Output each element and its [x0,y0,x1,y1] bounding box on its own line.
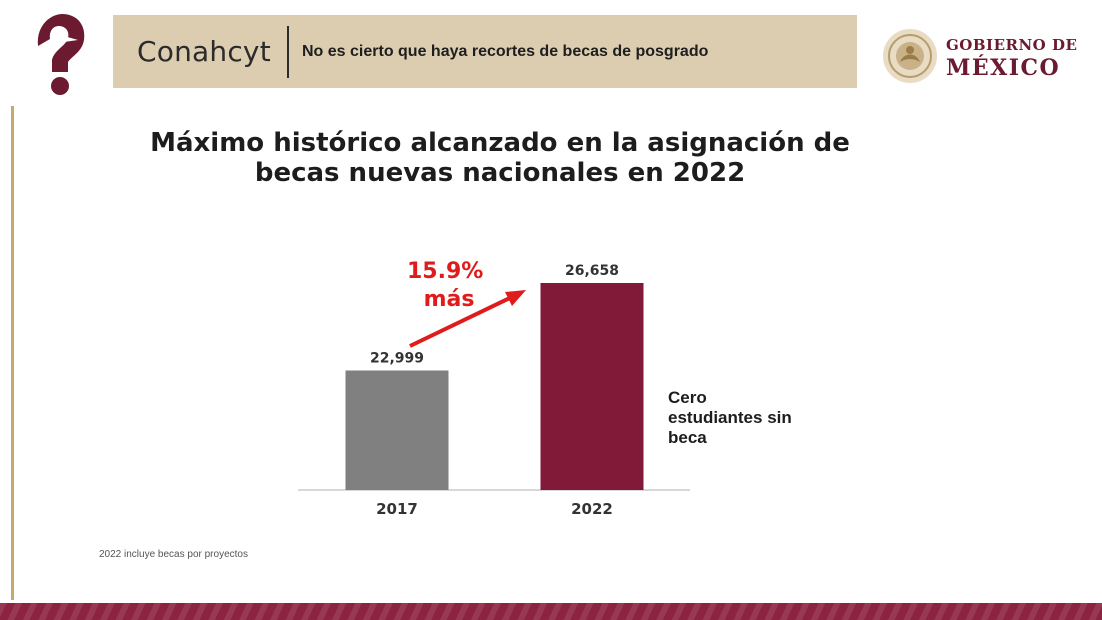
headline: No es cierto que haya recortes de becas … [302,43,709,60]
growth-annotation-line1: 15.9% [407,259,483,284]
tick-label-2017: 2017 [376,500,418,518]
bar-2022 [540,283,644,490]
header-divider [287,26,289,78]
value-label-2017: 22,999 [370,350,424,366]
growth-annotation: 15.9% más [407,259,491,312]
brand-name: Conahcyt [137,35,271,68]
national-seal-icon [883,29,937,83]
tick-label-2022: 2022 [571,500,613,518]
side-rule [11,106,14,600]
gov-logo-line2: MÉXICO [946,55,1061,81]
value-label-2022: 26,658 [565,263,619,279]
footnote: 2022 incluye becas por proyectos [99,549,248,560]
bar-2017 [345,370,449,490]
question-mark-bird-icon [37,14,85,95]
growth-annotation-line2: más [424,287,475,312]
chart-title: Máximo histórico alcanzado en la asignac… [150,128,850,188]
government-logo: GOBIERNO DE MÉXICO [882,28,1078,86]
side-note: Cero estudiantes sin beca [668,388,792,447]
trend-up-arrow-icon [409,290,526,348]
header-band: Conahcyt No es cierto que haya recortes … [113,15,857,88]
gov-logo-line1: GOBIERNO DE [946,36,1078,54]
decorative-bottom-band [0,603,1102,620]
